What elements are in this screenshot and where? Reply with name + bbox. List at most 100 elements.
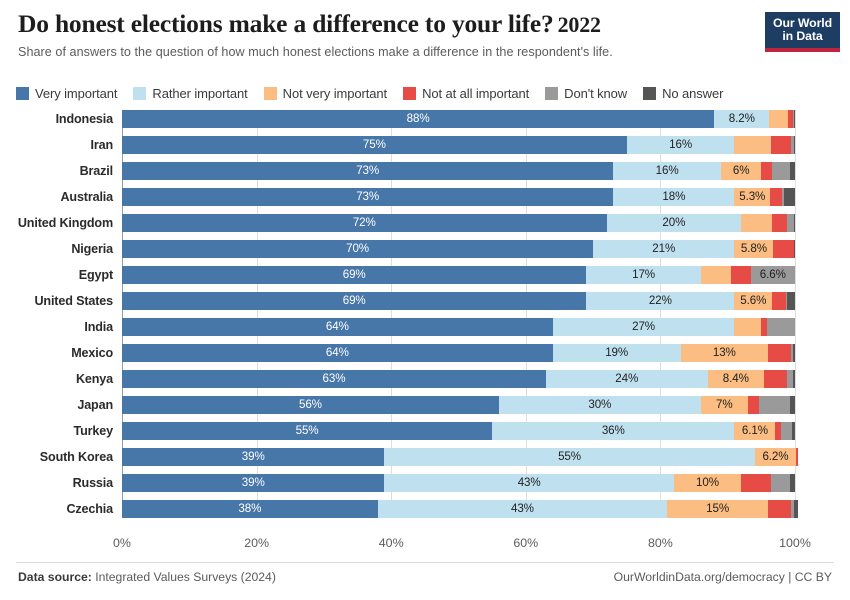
bar-segment[interactable] (790, 344, 793, 362)
bar-segment[interactable]: 7% (700, 396, 748, 414)
bar-segment[interactable] (796, 448, 799, 466)
chart-row[interactable]: United Kingdom 72% 20% (0, 212, 850, 238)
bar-segment[interactable]: 56% (122, 396, 499, 414)
chart-row[interactable]: South Korea 39% 55% 6.2% (0, 446, 850, 472)
bar-segment[interactable]: 39% (122, 474, 385, 492)
legend-item[interactable]: Not at all important (403, 86, 529, 101)
bar-segment[interactable] (790, 474, 795, 492)
bar-segment[interactable]: 75% (122, 136, 627, 154)
bar-segment[interactable] (741, 474, 771, 492)
bar-segment[interactable] (773, 240, 794, 258)
bar-segment[interactable] (789, 162, 795, 180)
bar-segment[interactable] (780, 422, 792, 440)
bar-segment[interactable] (793, 136, 795, 154)
bar-segment[interactable]: 19% (552, 344, 681, 362)
bar-segment[interactable] (792, 344, 795, 362)
bar-segment[interactable] (786, 214, 794, 232)
chart-row[interactable]: Australia 73% 18% 5.3% (0, 186, 850, 212)
bar-segment[interactable]: 69% (122, 292, 587, 310)
legend-item[interactable]: No answer (643, 86, 723, 101)
bar-segment[interactable]: 8.2% (714, 110, 770, 128)
bar-segment[interactable]: 55% (384, 448, 755, 466)
bar-segment[interactable] (793, 240, 795, 258)
bar-segment[interactable] (734, 136, 771, 154)
bar-segment[interactable]: 6.1% (734, 422, 776, 440)
bar-segment[interactable] (785, 292, 787, 310)
bar-segment[interactable]: 18% (613, 188, 735, 206)
bar-segment[interactable]: 16% (613, 162, 721, 180)
bar-segment[interactable] (734, 318, 762, 336)
owid-logo[interactable]: Our World in Data (765, 12, 840, 52)
bar-segment[interactable] (741, 214, 773, 232)
bar-segment[interactable]: 6.6% (750, 266, 795, 284)
bar-segment[interactable] (792, 110, 795, 128)
bar-segment[interactable] (794, 240, 795, 258)
chart-row[interactable]: India 64% 27% (0, 316, 850, 342)
bar-segment[interactable] (747, 396, 760, 414)
bar-segment[interactable] (769, 110, 789, 128)
bar-segment[interactable]: 22% (586, 292, 735, 310)
bar-segment[interactable] (772, 214, 787, 232)
bar-segment[interactable] (767, 318, 795, 336)
bar-segment[interactable]: 36% (492, 422, 735, 440)
bar-segment[interactable] (761, 162, 773, 180)
bar-segment[interactable]: 5.3% (734, 188, 771, 206)
bar-segment[interactable] (792, 370, 795, 388)
bar-segment[interactable] (790, 500, 794, 518)
bar-segment[interactable]: 20% (606, 214, 742, 232)
bar-segment[interactable]: 6.2% (754, 448, 797, 466)
chart-row[interactable]: Turkey 55% 36% 6.1% (0, 420, 850, 446)
bar-segment[interactable] (782, 188, 785, 206)
bar-segment[interactable] (791, 422, 795, 440)
bar-segment[interactable]: 64% (122, 318, 553, 336)
chart-row[interactable]: Czechia 38% 43% 15% (0, 498, 850, 524)
bar-segment[interactable]: 38% (122, 500, 378, 518)
legend-item[interactable]: Don't know (545, 86, 627, 101)
bar-segment[interactable] (772, 162, 790, 180)
chart-row[interactable]: Egypt 69% 17% 6.6% (0, 264, 850, 290)
bar-segment[interactable] (759, 396, 791, 414)
bar-segment[interactable]: 73% (122, 162, 614, 180)
bar-segment[interactable]: 16% (626, 136, 735, 154)
bar-segment[interactable] (786, 292, 795, 310)
chart-row[interactable]: Mexico 64% 19% 13% (0, 342, 850, 368)
bar-segment[interactable] (772, 292, 786, 310)
bar-segment[interactable]: 30% (498, 396, 701, 414)
bar-segment[interactable] (700, 266, 732, 284)
bar-segment[interactable] (770, 188, 783, 206)
chart-row[interactable]: United States 69% 22% 5.6% (0, 290, 850, 316)
bar-segment[interactable] (786, 370, 793, 388)
bar-segment[interactable] (788, 110, 793, 128)
attribution-link[interactable]: OurWorldinData.org/democracy | CC BY (613, 570, 832, 584)
bar-segment[interactable]: 17% (586, 266, 701, 284)
legend-item[interactable]: Rather important (133, 86, 248, 101)
bar-segment[interactable] (768, 344, 791, 362)
chart-row[interactable]: Indonesia 88% 8.2% (0, 108, 850, 134)
bar-segment[interactable] (770, 136, 791, 154)
bar-segment[interactable] (764, 370, 787, 388)
bar-segment[interactable]: 88% (122, 110, 715, 128)
chart-row[interactable]: Brazil 73% 16% 6% (0, 160, 850, 186)
bar-segment[interactable]: 39% (122, 448, 385, 466)
bar-segment[interactable]: 73% (122, 188, 614, 206)
chart-row[interactable]: Kenya 63% 24% 8.4% (0, 368, 850, 394)
bar-segment[interactable] (731, 266, 751, 284)
bar-segment[interactable]: 13% (680, 344, 769, 362)
bar-segment[interactable]: 5.6% (734, 292, 773, 310)
bar-segment[interactable]: 10% (673, 474, 742, 492)
bar-segment[interactable]: 6% (720, 162, 762, 180)
bar-segment[interactable]: 21% (593, 240, 735, 258)
bar-segment[interactable] (784, 188, 795, 206)
bar-segment[interactable]: 64% (122, 344, 553, 362)
bar-segment[interactable] (775, 422, 781, 440)
bar-segment[interactable]: 72% (122, 214, 607, 232)
bar-segment[interactable]: 8.4% (707, 370, 765, 388)
chart-row[interactable]: Russia 39% 43% 10% (0, 472, 850, 498)
bar-segment[interactable]: 63% (122, 370, 546, 388)
bar-segment[interactable]: 43% (384, 474, 674, 492)
bar-segment[interactable]: 43% (377, 500, 668, 518)
bar-segment[interactable]: 69% (122, 266, 587, 284)
bar-segment[interactable] (794, 110, 795, 128)
bar-segment[interactable]: 24% (545, 370, 708, 388)
bar-segment[interactable] (768, 500, 791, 518)
